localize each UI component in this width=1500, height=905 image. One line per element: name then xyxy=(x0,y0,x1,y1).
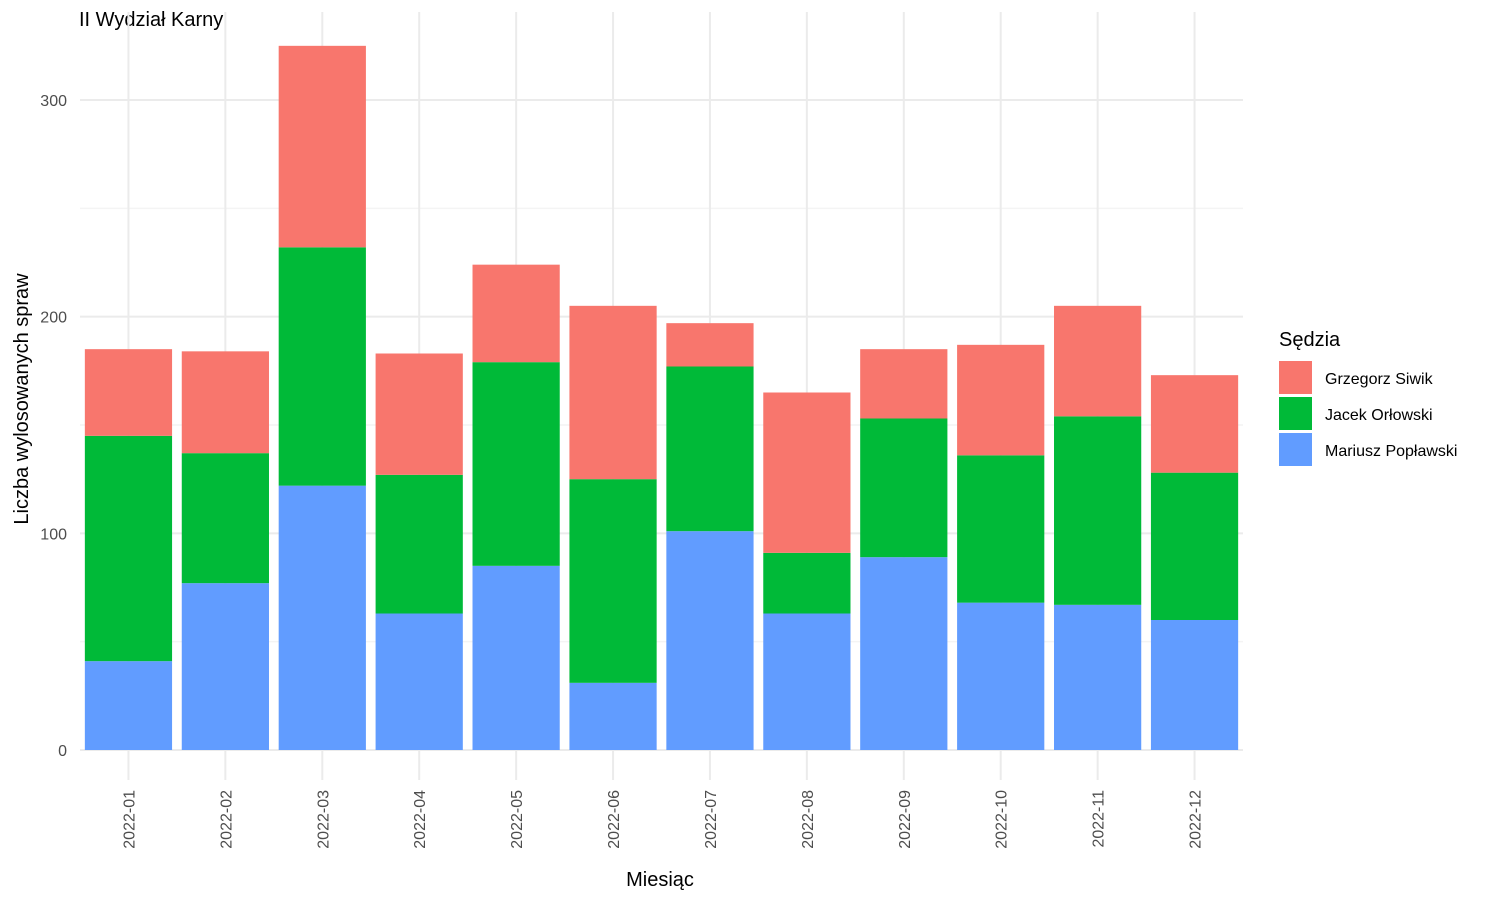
bar-segment xyxy=(666,531,754,750)
x-tick-label: 2022-08 xyxy=(800,790,817,849)
bar-segment xyxy=(375,474,463,614)
x-axis: 2022-01 2022-02 2022-03 2022-04 2022-05 2022-… xyxy=(121,790,1204,849)
bar-segment xyxy=(763,552,851,614)
legend: Sędzia Grzegorz Siwik Jacek Orłowski Mariu… xyxy=(1279,329,1457,466)
bar-segment xyxy=(569,305,657,480)
bar-segment xyxy=(1054,604,1142,750)
bar-segment xyxy=(860,418,948,558)
x-tick-label: 2022-10 xyxy=(994,790,1011,849)
x-tick-label: 2022-05 xyxy=(509,790,526,849)
chart-title: II Wydział Karny xyxy=(79,9,223,31)
bar-segment xyxy=(84,661,173,750)
y-axis-label: Liczba wylosowanych spraw xyxy=(11,273,33,525)
bar-segment xyxy=(181,453,269,584)
bar-segment xyxy=(181,351,269,454)
y-axis: 0 100 200 300 xyxy=(40,93,67,760)
bar-segment xyxy=(472,362,560,566)
legend-item-label: Jacek Orłowski xyxy=(1325,407,1433,424)
bar-segment xyxy=(666,366,754,532)
bar-segment xyxy=(1150,472,1239,620)
bar-segment xyxy=(763,613,851,750)
legend-swatch xyxy=(1279,397,1312,430)
legend-swatch xyxy=(1279,433,1312,466)
x-tick-label: 2022-11 xyxy=(1091,790,1108,848)
y-tick-label: 0 xyxy=(58,743,67,760)
legend-item-label: Grzegorz Siwik xyxy=(1325,371,1434,388)
x-tick-label: 2022-07 xyxy=(703,790,720,849)
bar-segment xyxy=(84,435,173,662)
bar-segment xyxy=(763,392,851,553)
x-tick-label: 2022-02 xyxy=(218,790,235,849)
y-tick-label: 100 xyxy=(40,526,67,543)
legend-swatch xyxy=(1279,361,1312,394)
bar-segment xyxy=(375,353,463,475)
bar-segment xyxy=(1150,620,1239,750)
x-tick-label: 2022-04 xyxy=(412,790,429,849)
x-tick-label: 2022-06 xyxy=(606,790,623,849)
x-tick-label: 2022-01 xyxy=(121,790,138,849)
bars-layer xyxy=(84,45,1239,750)
bar-segment xyxy=(181,583,269,750)
bar-segment xyxy=(1054,305,1142,417)
bar-segment xyxy=(957,602,1045,750)
bar-segment xyxy=(666,323,754,367)
bar-segment xyxy=(472,565,560,750)
bar-segment xyxy=(569,479,657,683)
legend-item-label: Mariusz Popławski xyxy=(1325,443,1457,460)
bar-segment xyxy=(1054,416,1142,605)
bar-segment xyxy=(860,349,948,419)
bar-segment xyxy=(278,485,366,750)
y-tick-label: 200 xyxy=(40,310,67,327)
bar-segment xyxy=(569,682,657,750)
legend-title: Sędzia xyxy=(1279,329,1341,351)
bar-segment xyxy=(957,344,1045,456)
bar-segment xyxy=(860,557,948,750)
y-tick-label: 300 xyxy=(40,93,67,110)
x-axis-label: Miesiąc xyxy=(626,869,694,891)
x-tick-label: 2022-09 xyxy=(897,790,914,849)
bar-segment xyxy=(375,613,463,750)
bar-segment xyxy=(278,247,366,486)
x-tick-label: 2022-12 xyxy=(1188,790,1205,849)
bar-segment xyxy=(1150,375,1239,473)
bar-segment xyxy=(957,455,1045,603)
x-tick-label: 2022-03 xyxy=(315,790,332,849)
bar-segment xyxy=(84,349,173,436)
bar-segment xyxy=(472,264,560,363)
bar-segment xyxy=(278,45,366,248)
